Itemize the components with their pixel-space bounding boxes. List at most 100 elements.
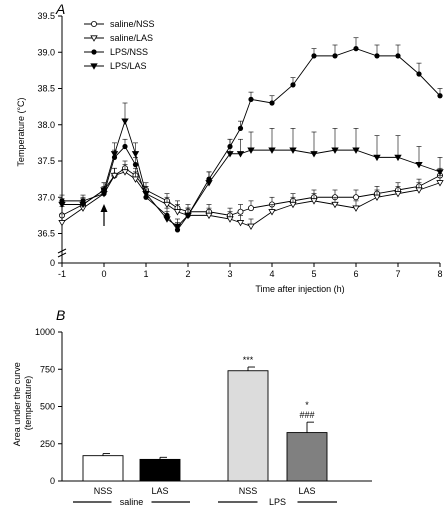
data-point: [131, 176, 140, 183]
b-y-tick-label: 250: [40, 439, 55, 449]
legend-item: LPS/LAS: [84, 61, 147, 71]
data-point: [100, 187, 108, 194]
legend-marker: [90, 63, 98, 70]
data-point: [268, 147, 276, 154]
legend-item: saline/NSS: [84, 19, 155, 29]
b-y-tick-label: 0: [50, 476, 55, 486]
b-y-tick-label: 500: [40, 402, 55, 412]
group-label-text: saline: [120, 497, 144, 507]
data-point: [436, 169, 444, 176]
bar-group: *###: [286, 400, 328, 482]
a-x-tick-label: 4: [269, 269, 274, 279]
b-y-axis-title: Area under the curve (temperature): [12, 360, 33, 447]
series-saline-nss: [59, 160, 443, 219]
a-x-tick-label: 3: [227, 269, 232, 279]
data-point: [173, 209, 182, 216]
axis-break-mark: [57, 252, 67, 258]
bar: [286, 432, 328, 482]
data-point: [205, 180, 213, 187]
data-point: [132, 162, 139, 168]
series-line: [61, 171, 441, 227]
data-point: [173, 223, 182, 231]
data-point: [416, 71, 422, 77]
data-point: [268, 209, 276, 216]
panel-b-letter: B: [56, 307, 65, 323]
injection-arrow-icon: [100, 204, 108, 226]
significance-label: ###: [299, 410, 314, 420]
legend-marker: [90, 35, 98, 42]
a-x-tick-label: 2: [185, 269, 190, 279]
data-point: [395, 53, 401, 59]
data-point: [415, 187, 423, 194]
a-y-tick-label: 38.0: [37, 120, 55, 130]
data-point: [121, 169, 129, 176]
data-point: [373, 194, 381, 202]
data-point: [247, 223, 255, 231]
data-point: [237, 125, 244, 131]
bar: [139, 458, 181, 482]
temperature-line-chart: 36.537.037.538.038.539.039.50-1 0 1 2 3 4 5 6 7 8…: [16, 11, 444, 294]
a-y-tick-label: 0: [50, 258, 55, 268]
group-label: LPS: [218, 497, 337, 507]
b-category-label: LAS: [151, 486, 168, 496]
data-point: [415, 162, 423, 169]
data-point: [205, 212, 213, 220]
a-x-tick-label: 8: [437, 269, 442, 279]
data-point: [58, 220, 66, 227]
legend-label: saline/LAS: [110, 33, 153, 43]
data-point: [394, 191, 402, 198]
legend-label: LPS/NSS: [110, 47, 148, 57]
data-point: [269, 100, 275, 106]
data-point: [310, 198, 318, 205]
data-point: [352, 194, 359, 201]
a-y-axis-title: Temperature (°C): [16, 97, 26, 166]
a-y-tick-label: 38.5: [37, 84, 55, 94]
data-point: [437, 93, 443, 99]
data-point: [163, 201, 171, 209]
a-x-axis-title: Time after injection (h): [255, 284, 344, 294]
a-y-tick-label: 36.5: [37, 229, 55, 239]
group-label: saline: [73, 497, 190, 507]
legend-marker: [91, 49, 97, 55]
legend-item: LPS/NSS: [84, 47, 148, 57]
data-point: [290, 82, 296, 88]
legend: saline/NSS saline/LAS LPS/NSS LPS/LAS: [84, 19, 155, 71]
series-saline-las: [58, 164, 444, 231]
group-label-text: LPS: [269, 497, 286, 507]
arrow-head: [100, 204, 108, 212]
data-point: [122, 143, 128, 150]
b-category-label: NSS: [94, 486, 113, 496]
a-x-tick-label: 0: [101, 269, 106, 279]
data-point: [236, 151, 245, 158]
legend-label: LPS/LAS: [110, 61, 147, 71]
data-point: [310, 151, 318, 158]
a-x-tick-label: 5: [311, 269, 316, 279]
legend-marker: [91, 20, 98, 27]
a-y-tick-label: 37.5: [37, 156, 55, 166]
data-point: [110, 172, 119, 180]
data-point: [289, 201, 297, 209]
data-point: [247, 205, 254, 212]
legend-item: saline/LAS: [84, 33, 153, 43]
axis-break-mark: [57, 248, 67, 254]
data-point: [331, 147, 339, 154]
bar: [82, 455, 124, 482]
a-y-tick-label: 37.0: [37, 192, 55, 202]
bar-group: ***: [227, 355, 269, 482]
a-x-tick-label: -1: [58, 269, 66, 279]
data-point: [248, 96, 254, 102]
data-point: [374, 53, 380, 59]
data-point: [58, 201, 66, 209]
data-point: [163, 216, 171, 223]
bar-group: [82, 453, 124, 482]
data-point: [352, 147, 360, 154]
data-point: [289, 147, 297, 154]
a-x-tick-label: 7: [395, 269, 400, 279]
legend-label: saline/NSS: [110, 19, 155, 29]
significance-label: *: [305, 400, 309, 410]
b-category-label: LAS: [298, 486, 315, 496]
data-point: [332, 53, 338, 59]
data-point: [79, 201, 87, 209]
b-y-tick-label: 750: [40, 364, 55, 374]
